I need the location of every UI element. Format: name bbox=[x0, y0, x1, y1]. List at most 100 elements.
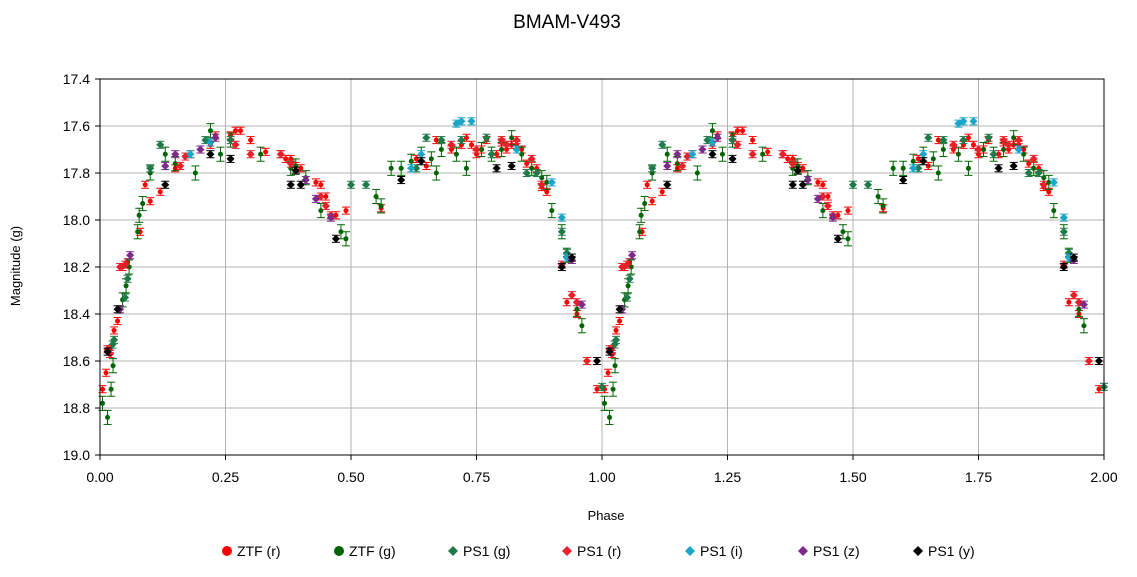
data-point bbox=[1031, 165, 1037, 171]
data-point bbox=[246, 150, 255, 159]
data-point bbox=[910, 158, 916, 164]
data-point bbox=[664, 151, 670, 157]
data-point bbox=[605, 370, 611, 376]
data-point bbox=[750, 137, 756, 143]
data-point bbox=[147, 198, 153, 204]
data-point bbox=[438, 147, 444, 152]
data-point bbox=[617, 318, 623, 324]
data-point bbox=[457, 136, 466, 145]
x-tick-label: 1.00 bbox=[588, 469, 615, 485]
legend-label: PS1 (g) bbox=[463, 543, 510, 559]
data-point bbox=[959, 136, 968, 145]
data-point bbox=[206, 138, 215, 147]
data-point bbox=[433, 170, 439, 176]
legend-marker bbox=[334, 546, 344, 556]
data-point bbox=[623, 260, 632, 269]
data-point bbox=[649, 198, 655, 204]
data-point bbox=[499, 147, 505, 152]
data-point bbox=[162, 151, 168, 157]
y-tick-label: 18.8 bbox=[63, 400, 90, 416]
data-point bbox=[313, 179, 319, 185]
axis-ticks: 0.00 0.25 0.50 0.75 1.00 1.25 1.50 1.75 2.00 17.4… bbox=[63, 71, 1118, 485]
data-point bbox=[539, 175, 545, 181]
data-point bbox=[625, 274, 634, 283]
data-point bbox=[880, 203, 886, 209]
data-point bbox=[623, 293, 632, 302]
data-point bbox=[238, 128, 244, 134]
data-point bbox=[1004, 140, 1013, 149]
data-point bbox=[146, 164, 155, 173]
data-point bbox=[1021, 151, 1027, 157]
data-point bbox=[398, 165, 404, 171]
data-point bbox=[939, 136, 948, 145]
data-point bbox=[326, 213, 335, 222]
data-point bbox=[362, 180, 371, 189]
data-point bbox=[479, 147, 485, 152]
data-point bbox=[318, 208, 324, 214]
data-point bbox=[592, 357, 601, 365]
data-point bbox=[186, 150, 195, 159]
data-point bbox=[422, 133, 431, 142]
data-point bbox=[557, 227, 566, 236]
data-point bbox=[610, 386, 616, 392]
legend-label: PS1 (r) bbox=[577, 543, 621, 559]
legend-marker bbox=[448, 546, 458, 556]
data-point bbox=[482, 133, 491, 142]
data-point bbox=[613, 327, 619, 333]
data-point bbox=[969, 117, 978, 126]
data-point bbox=[1051, 208, 1057, 214]
data-point bbox=[728, 154, 737, 163]
data-point bbox=[815, 179, 821, 185]
data-point bbox=[111, 327, 117, 333]
data-point bbox=[226, 136, 235, 145]
data-point bbox=[909, 164, 918, 173]
data-point bbox=[793, 166, 802, 175]
series-ps1-y bbox=[103, 150, 1103, 366]
data-point bbox=[984, 133, 993, 142]
data-point bbox=[318, 182, 324, 188]
data-point bbox=[728, 136, 737, 145]
data-point bbox=[457, 117, 466, 126]
data-point bbox=[512, 136, 521, 145]
data-point bbox=[1034, 169, 1043, 177]
data-point bbox=[1039, 180, 1048, 189]
y-tick-label: 17.8 bbox=[63, 165, 90, 181]
data-point bbox=[748, 150, 757, 159]
data-points bbox=[98, 117, 1108, 425]
data-point bbox=[949, 140, 958, 149]
data-point bbox=[283, 156, 289, 162]
data-point bbox=[211, 133, 220, 142]
data-point bbox=[994, 164, 1003, 173]
data-point bbox=[996, 151, 1002, 157]
data-point bbox=[798, 180, 807, 189]
data-point bbox=[412, 164, 421, 173]
y-tick-label: 17.6 bbox=[63, 118, 90, 134]
data-point bbox=[206, 150, 215, 159]
data-point bbox=[735, 128, 741, 134]
data-point bbox=[1026, 161, 1032, 167]
data-point bbox=[935, 137, 941, 143]
y-tick-label: 18.0 bbox=[63, 212, 90, 228]
data-point bbox=[103, 347, 112, 356]
legend-marker bbox=[562, 546, 572, 556]
data-point bbox=[343, 236, 349, 242]
data-point bbox=[276, 150, 285, 159]
legend-marker bbox=[913, 546, 923, 556]
data-point bbox=[547, 178, 556, 187]
data-point bbox=[820, 208, 826, 214]
data-point bbox=[1009, 161, 1018, 170]
data-point bbox=[788, 180, 797, 189]
data-point bbox=[914, 164, 923, 173]
data-point bbox=[126, 251, 135, 260]
data-point bbox=[833, 234, 842, 243]
data-point bbox=[875, 194, 881, 199]
data-point bbox=[1066, 299, 1072, 305]
data-point bbox=[628, 251, 637, 260]
data-point bbox=[688, 150, 697, 159]
x-tick-label: 0.25 bbox=[212, 469, 239, 485]
data-point bbox=[437, 136, 446, 145]
data-point bbox=[1079, 300, 1088, 309]
data-point bbox=[849, 180, 857, 189]
data-point bbox=[108, 386, 114, 392]
data-point bbox=[579, 323, 585, 329]
